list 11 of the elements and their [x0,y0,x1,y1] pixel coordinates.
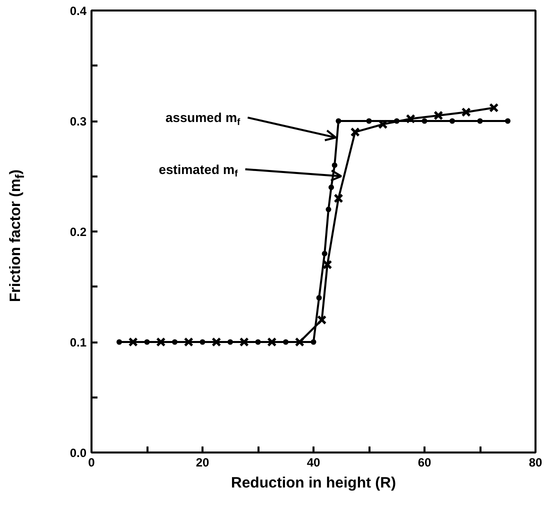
x-axis-title: Reduction in height (R) [231,474,396,492]
x-tick-label: 60 [418,456,432,470]
y-tick-label: 0.1 [70,336,87,350]
x-tick-label: 0 [88,456,96,470]
y-tick-label: 0.3 [70,114,87,128]
y-tick-label: 0.0 [70,446,87,460]
y-tick-label: 0.2 [70,225,87,239]
x-tick-label: 80 [528,456,542,470]
y-tick-label: 0.4 [70,4,87,18]
x-tick-label: 40 [306,456,320,470]
x-tick-label: 20 [196,456,210,470]
